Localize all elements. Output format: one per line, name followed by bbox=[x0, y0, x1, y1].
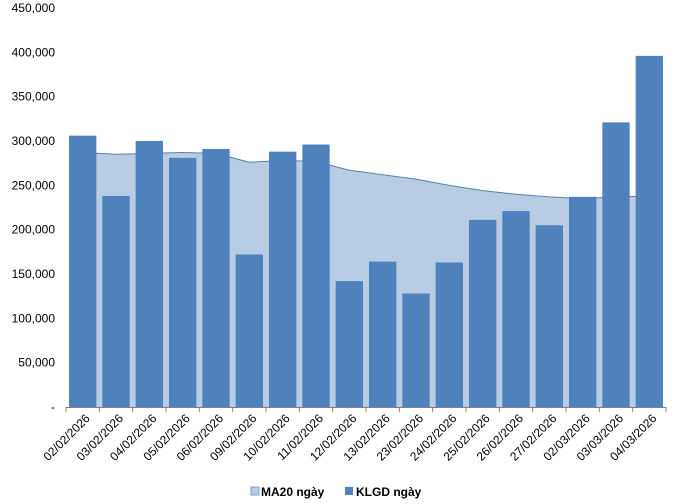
y-tick-label: 350,000 bbox=[12, 90, 56, 104]
klgd-bar bbox=[269, 151, 297, 407]
x-axis bbox=[65, 407, 667, 412]
klgd-bar bbox=[235, 254, 263, 407]
legend-swatch-ma20 bbox=[250, 486, 260, 496]
ma20-area bbox=[82, 152, 650, 407]
klgd-bar bbox=[369, 261, 397, 407]
y-tick-label: 100,000 bbox=[12, 311, 56, 325]
klgd-bar bbox=[402, 293, 430, 407]
klgd-bar bbox=[302, 144, 330, 407]
y-axis-ticks: - 50,000 100,000 150,000 200,000 250,000 300,0… bbox=[12, 1, 56, 414]
klgd-bar bbox=[602, 122, 630, 407]
y-tick-label: 400,000 bbox=[12, 45, 56, 59]
klgd-bar bbox=[535, 225, 563, 407]
ma20-area-layer bbox=[82, 152, 650, 407]
y-tick-label: 150,000 bbox=[12, 267, 56, 281]
ma20-line bbox=[82, 152, 650, 200]
klgd-bar bbox=[169, 157, 197, 407]
klgd-bar bbox=[102, 195, 130, 407]
klgd-bar bbox=[69, 135, 97, 407]
klgd-bar bbox=[469, 219, 497, 407]
y-tick-label: 300,000 bbox=[12, 134, 56, 148]
x-axis-labels: 02/02/202603/02/202604/02/202605/02/2026… bbox=[40, 411, 659, 464]
klgd-bar bbox=[435, 262, 463, 407]
y-tick-label: - bbox=[51, 400, 55, 414]
klgd-bar-layer bbox=[69, 55, 663, 408]
y-tick-label: 450,000 bbox=[12, 1, 56, 15]
klgd-bar bbox=[635, 55, 663, 407]
klgd-bar bbox=[569, 196, 597, 407]
klgd-bar bbox=[502, 211, 530, 407]
legend-swatch-klgd bbox=[345, 487, 353, 495]
legend: MA20 ngày KLGD ngày bbox=[250, 485, 422, 499]
y-tick-label: 50,000 bbox=[18, 356, 55, 370]
y-tick-label: 250,000 bbox=[12, 178, 56, 192]
klgd-bar bbox=[135, 141, 163, 407]
legend-label-ma20: MA20 ngày bbox=[261, 485, 325, 499]
y-tick-label: 200,000 bbox=[12, 223, 56, 237]
klgd-bar bbox=[202, 148, 230, 408]
klgd-bar bbox=[335, 281, 363, 407]
legend-label-klgd: KLGD ngày bbox=[356, 485, 422, 499]
